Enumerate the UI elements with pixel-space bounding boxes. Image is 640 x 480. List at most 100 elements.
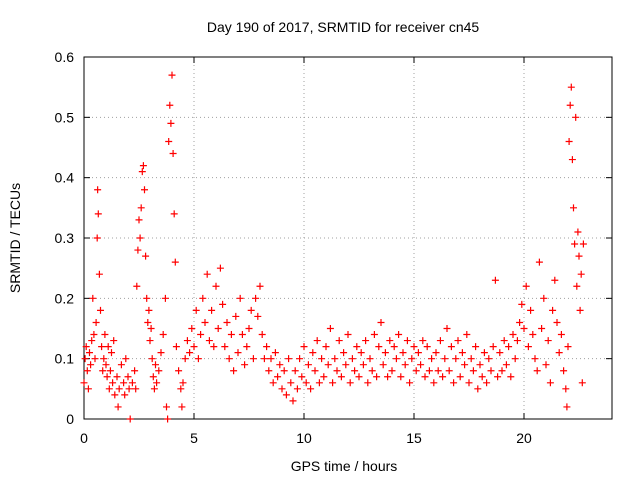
data-point: [467, 355, 475, 363]
data-point: [252, 294, 260, 302]
data-point: [227, 331, 235, 339]
data-point: [463, 331, 471, 339]
data-point: [408, 355, 416, 363]
data-point: [225, 355, 233, 363]
data-point: [494, 373, 502, 381]
data-point: [111, 391, 119, 399]
data-point: [563, 403, 571, 411]
data-point: [100, 355, 108, 363]
data-point: [403, 337, 411, 345]
data-point: [381, 349, 389, 357]
y-tick-label: 0.4: [55, 170, 75, 186]
data-point: [99, 367, 107, 375]
data-point: [570, 204, 577, 212]
data-point: [192, 306, 200, 314]
data-point: [241, 361, 249, 369]
axis-ticks: 0 0.1 0.2 0.3 0.4 0.5 0.6 0 5 10 15 20: [55, 49, 612, 446]
data-point: [168, 71, 176, 79]
data-point: [576, 306, 584, 314]
data-point: [465, 379, 473, 387]
data-point: [89, 294, 97, 302]
data-point: [573, 282, 581, 290]
data-point: [104, 343, 112, 351]
chart-title: Day 190 of 2017, SRMTID for receiver cn4…: [207, 19, 480, 35]
data-point: [150, 385, 158, 393]
data-point: [578, 379, 586, 387]
data-point: [223, 318, 231, 326]
data-point: [379, 361, 387, 369]
data-points: [80, 71, 587, 423]
y-tick-label: 0.2: [55, 290, 75, 306]
data-point: [414, 349, 422, 357]
data-point: [141, 186, 148, 194]
data-point: [318, 355, 326, 363]
data-point: [315, 379, 323, 387]
x-tick-label: 10: [296, 430, 312, 446]
data-point: [311, 367, 319, 375]
data-point: [496, 349, 504, 357]
data-point: [149, 373, 157, 381]
data-point: [274, 373, 282, 381]
data-point: [516, 318, 524, 326]
data-point: [395, 331, 403, 339]
data-point: [491, 276, 499, 284]
data-point: [511, 355, 519, 363]
data-point: [572, 113, 580, 121]
data-point: [144, 318, 152, 326]
data-point: [115, 385, 123, 393]
data-point: [86, 349, 93, 357]
data-point: [236, 294, 244, 302]
data-point: [110, 337, 118, 345]
data-point: [425, 367, 433, 375]
data-point: [535, 258, 543, 266]
x-tick-label: 20: [516, 430, 532, 446]
data-point: [485, 355, 493, 363]
data-point: [568, 156, 576, 164]
y-tick-label: 0: [66, 411, 74, 427]
data-point: [145, 306, 153, 314]
data-point: [333, 367, 341, 375]
data-point: [531, 355, 539, 363]
x-tick-label: 0: [80, 430, 88, 446]
data-point: [364, 379, 372, 387]
data-point: [159, 331, 167, 339]
data-point: [450, 379, 458, 387]
data-point: [461, 361, 469, 369]
data-point: [417, 361, 425, 369]
data-point: [307, 385, 315, 393]
data-point: [412, 367, 420, 375]
data-point: [320, 373, 328, 381]
data-point: [153, 379, 161, 387]
data-point: [167, 119, 175, 127]
data-point: [370, 331, 378, 339]
data-point: [117, 361, 125, 369]
data-point: [505, 343, 513, 351]
data-point: [80, 379, 88, 387]
data-point: [106, 367, 114, 375]
data-point: [296, 355, 304, 363]
data-point: [148, 355, 156, 363]
y-tick-label: 0.6: [55, 49, 75, 65]
data-point: [124, 373, 132, 381]
data-point: [258, 331, 266, 339]
data-point: [113, 373, 121, 381]
y-axis-label: SRMTID / TECUs: [7, 183, 23, 293]
data-point: [423, 343, 431, 351]
data-point: [247, 306, 255, 314]
data-point: [542, 361, 550, 369]
data-point: [362, 337, 370, 345]
data-point: [302, 379, 310, 387]
data-point: [94, 210, 102, 218]
data-point: [340, 349, 348, 357]
data-point: [419, 337, 427, 345]
data-point: [399, 349, 407, 357]
data-point: [260, 355, 268, 363]
data-point: [165, 137, 173, 145]
data-point: [555, 349, 563, 357]
data-point: [105, 385, 113, 393]
data-point: [331, 355, 339, 363]
data-point: [289, 397, 297, 405]
data-point: [276, 361, 284, 369]
data-point: [469, 367, 477, 375]
